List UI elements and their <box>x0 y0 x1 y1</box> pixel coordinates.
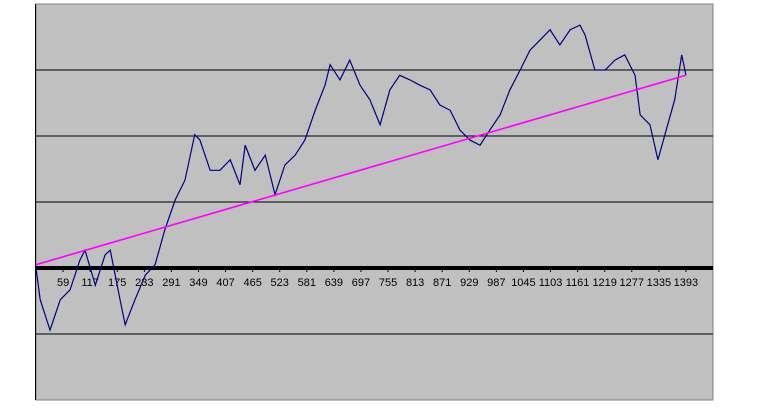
x-tick-label: 1335 <box>647 277 671 289</box>
x-tick-label: 1045 <box>511 277 535 289</box>
x-tick-label: 233 <box>135 277 153 289</box>
x-tick-label: 291 <box>162 277 180 289</box>
x-tick-label: 755 <box>379 277 397 289</box>
x-tick-label: 1103 <box>539 277 563 289</box>
x-tick-label: 1277 <box>620 277 644 289</box>
x-tick-label: 581 <box>298 277 316 289</box>
x-tick-label: 1393 <box>674 277 698 289</box>
x-tick-label: 1161 <box>566 277 590 289</box>
x-tick-label: 407 <box>216 277 234 289</box>
x-tick-label: 639 <box>325 277 343 289</box>
x-tick-label: 697 <box>352 277 370 289</box>
data-line <box>35 24 687 332</box>
x-tick-label: 987 <box>487 277 505 289</box>
x-tick-label: 523 <box>271 277 289 289</box>
x-tick-label: 117 <box>81 277 99 289</box>
x-tick-label: 349 <box>189 277 207 289</box>
x-tick-label: 59 <box>57 277 69 289</box>
x-tick-label: 1219 <box>592 277 616 289</box>
x-tick-label: 871 <box>433 277 451 289</box>
data-line <box>35 74 687 266</box>
x-tick-label: 929 <box>460 277 478 289</box>
x-tick-label: 813 <box>406 277 424 289</box>
x-tick-label: 465 <box>243 277 261 289</box>
